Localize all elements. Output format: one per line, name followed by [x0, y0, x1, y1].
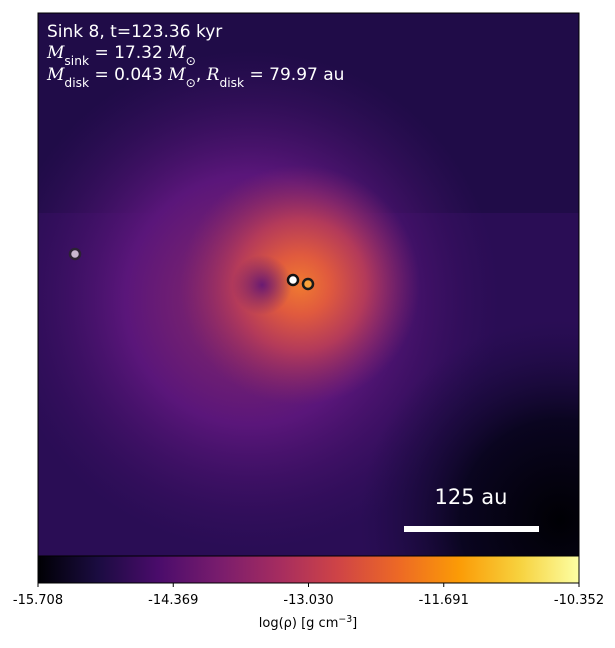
- text-part: ,: [196, 65, 207, 85]
- text-part: = 17.32: [89, 43, 168, 63]
- colorbar-tick-label: -14.369: [148, 593, 198, 608]
- colorbar-label: log(ρ) [g cm−3]: [259, 614, 357, 632]
- sink-particle: [301, 277, 315, 291]
- annotation-line: Sink 8, t=123.36 kyr: [47, 22, 222, 42]
- text-part: M: [46, 43, 65, 63]
- text-part: ⊙: [186, 76, 196, 90]
- annotation-line: Mdisk = 0.043 M⊙, Rdisk = 79.97 au: [46, 65, 344, 90]
- text-part: M: [167, 65, 186, 85]
- text-part: ⊙: [186, 54, 196, 68]
- sink-particle: [68, 247, 82, 261]
- colorbar: [37, 555, 580, 584]
- colorbar-tick-label: -15.708: [13, 593, 63, 608]
- text-part: M: [167, 43, 186, 63]
- text-part: disk: [64, 76, 90, 90]
- text-part: = 79.97 au: [244, 65, 344, 85]
- sink-particle: [286, 273, 300, 287]
- colorbar-tick-label: -10.352: [554, 593, 604, 608]
- text-part: M: [46, 65, 65, 85]
- colorbar-tick-label: -13.030: [283, 593, 333, 608]
- text-part: sink: [64, 54, 90, 68]
- text-part: disk: [219, 76, 245, 90]
- annotation-line: Msink = 17.32 M⊙: [46, 43, 196, 68]
- scale-bar-label: 125 au: [435, 485, 508, 509]
- text-part: log(ρ) [g cm: [259, 616, 339, 631]
- text-part: ]: [352, 616, 357, 631]
- text-part: R: [206, 65, 220, 85]
- colorbar-tick-label: -11.691: [419, 593, 469, 608]
- text-part: = 0.043: [89, 65, 168, 85]
- text-part: −3: [338, 614, 352, 625]
